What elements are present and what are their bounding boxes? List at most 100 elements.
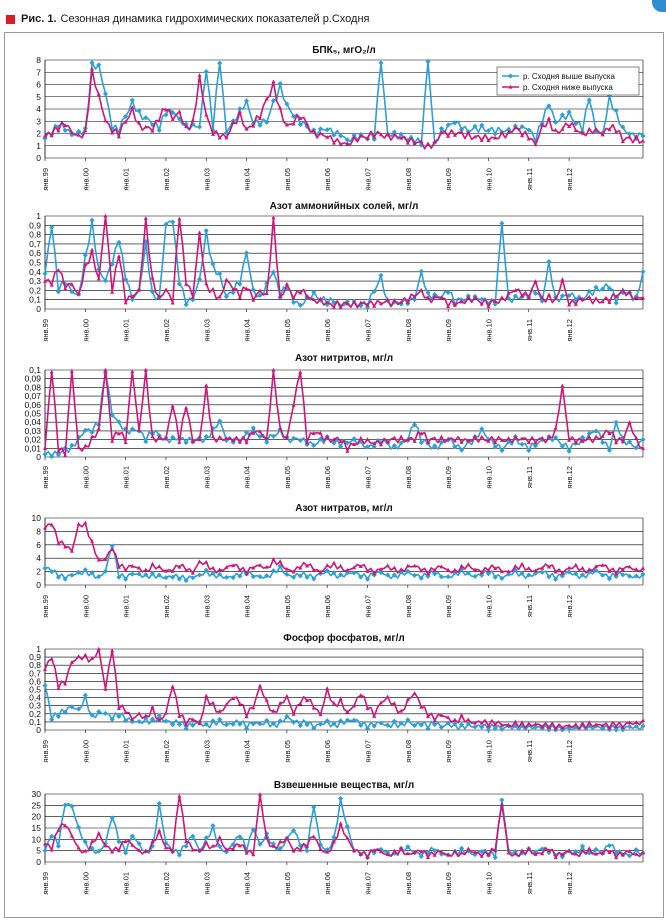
- data-point-downstream: [358, 435, 363, 440]
- data-point-downstream: [439, 434, 444, 439]
- y-tick-label: 0,2: [29, 709, 41, 719]
- data-point-downstream: [392, 848, 397, 853]
- x-tick-label: янв.00: [81, 466, 90, 489]
- y-tick-label: 0,08: [24, 382, 41, 392]
- data-point-downstream: [69, 833, 74, 838]
- legend-box: [496, 66, 640, 96]
- data-point-downstream: [614, 294, 619, 299]
- data-point-downstream: [372, 303, 377, 308]
- y-tick-label: 0,7: [29, 668, 41, 678]
- data-point-downstream: [607, 569, 612, 573]
- x-tick-label: янв.99: [41, 595, 50, 618]
- data-point-downstream: [446, 304, 451, 309]
- data-point-downstream: [217, 835, 222, 839]
- data-point-downstream: [607, 127, 612, 132]
- data-point-downstream: [573, 562, 578, 567]
- data-point-downstream: [526, 565, 531, 570]
- y-tick-label: 0,8: [29, 230, 41, 240]
- data-point-downstream: [204, 693, 209, 698]
- x-tick-label: янв.03: [202, 595, 211, 618]
- x-tick-label: янв.02: [162, 319, 171, 342]
- y-tick-label: 8: [36, 55, 41, 65]
- data-point-downstream: [204, 281, 209, 286]
- data-point-downstream: [499, 569, 504, 574]
- data-point-downstream: [392, 565, 397, 570]
- data-point-upstream: [559, 443, 565, 449]
- data-point-upstream: [257, 292, 263, 298]
- x-tick-label: янв.99: [41, 872, 50, 895]
- data-point-downstream: [103, 557, 108, 561]
- data-point-upstream: [425, 726, 431, 732]
- data-point-downstream: [412, 850, 417, 855]
- y-tick-label: 0: [36, 452, 41, 462]
- data-point-downstream: [352, 442, 357, 446]
- data-point-downstream: [560, 127, 565, 131]
- data-point-upstream: [512, 293, 518, 299]
- data-point-downstream: [325, 134, 330, 139]
- data-point-downstream: [143, 216, 148, 220]
- data-point-upstream: [217, 418, 223, 424]
- data-point-downstream: [432, 718, 437, 723]
- x-tick-label: янв.12: [565, 319, 574, 342]
- data-point-downstream: [466, 562, 471, 566]
- data-point-downstream: [76, 445, 81, 450]
- data-point-upstream: [512, 848, 518, 854]
- data-point-downstream: [278, 559, 283, 563]
- data-point-downstream: [493, 135, 498, 140]
- data-point-downstream: [513, 125, 518, 130]
- data-point-upstream: [398, 440, 404, 446]
- data-point-downstream: [190, 570, 195, 575]
- y-tick-label: 0,03: [24, 426, 41, 436]
- data-point-downstream: [459, 712, 464, 717]
- data-point-downstream: [318, 431, 323, 435]
- data-point-downstream: [69, 369, 74, 373]
- data-point-upstream: [526, 447, 532, 454]
- data-point-upstream: [620, 572, 626, 578]
- data-point-downstream: [177, 564, 182, 569]
- data-point-downstream: [479, 853, 484, 858]
- data-point-downstream: [56, 268, 61, 272]
- data-point-upstream: [237, 106, 243, 112]
- data-point-upstream: [452, 721, 458, 727]
- data-point-downstream: [197, 848, 202, 853]
- data-point-upstream: [633, 723, 639, 729]
- data-point-downstream: [587, 294, 592, 299]
- data-point-downstream: [641, 138, 645, 143]
- data-point-upstream: [640, 269, 646, 275]
- data-point-downstream: [452, 567, 457, 572]
- data-point-downstream: [634, 852, 639, 856]
- data-point-downstream: [399, 434, 404, 439]
- x-tick-label: янв.06: [323, 872, 332, 895]
- data-point-downstream: [620, 852, 625, 857]
- data-point-upstream: [606, 843, 612, 849]
- data-point-upstream: [311, 576, 317, 582]
- data-point-downstream: [83, 652, 88, 657]
- data-point-upstream: [378, 60, 384, 66]
- y-tick-label: 0,07: [24, 391, 41, 401]
- caption-marker-icon: [6, 14, 15, 24]
- data-point-downstream: [405, 140, 410, 145]
- data-point-downstream: [278, 839, 283, 844]
- data-point-downstream: [419, 287, 424, 292]
- data-point-downstream: [587, 846, 592, 851]
- data-point-downstream: [291, 296, 296, 300]
- y-tick-label: 25: [32, 800, 42, 810]
- data-point-downstream: [338, 439, 343, 444]
- data-point-upstream: [338, 133, 344, 139]
- data-point-downstream: [439, 130, 444, 135]
- x-tick-label: янв.08: [404, 466, 413, 489]
- data-point-downstream: [204, 383, 209, 388]
- data-point-upstream: [344, 440, 350, 446]
- data-point-upstream: [579, 434, 586, 440]
- data-point-upstream: [244, 98, 250, 104]
- data-point-downstream: [345, 567, 350, 572]
- data-point-upstream: [96, 848, 102, 854]
- data-point-downstream: [116, 564, 121, 569]
- data-point-downstream: [197, 73, 202, 77]
- data-point-downstream: [392, 132, 397, 137]
- data-point-downstream: [49, 369, 54, 374]
- data-point-downstream: [439, 564, 444, 569]
- data-point-upstream: [203, 228, 209, 234]
- data-point-downstream: [83, 848, 88, 853]
- data-point-upstream: [553, 434, 559, 441]
